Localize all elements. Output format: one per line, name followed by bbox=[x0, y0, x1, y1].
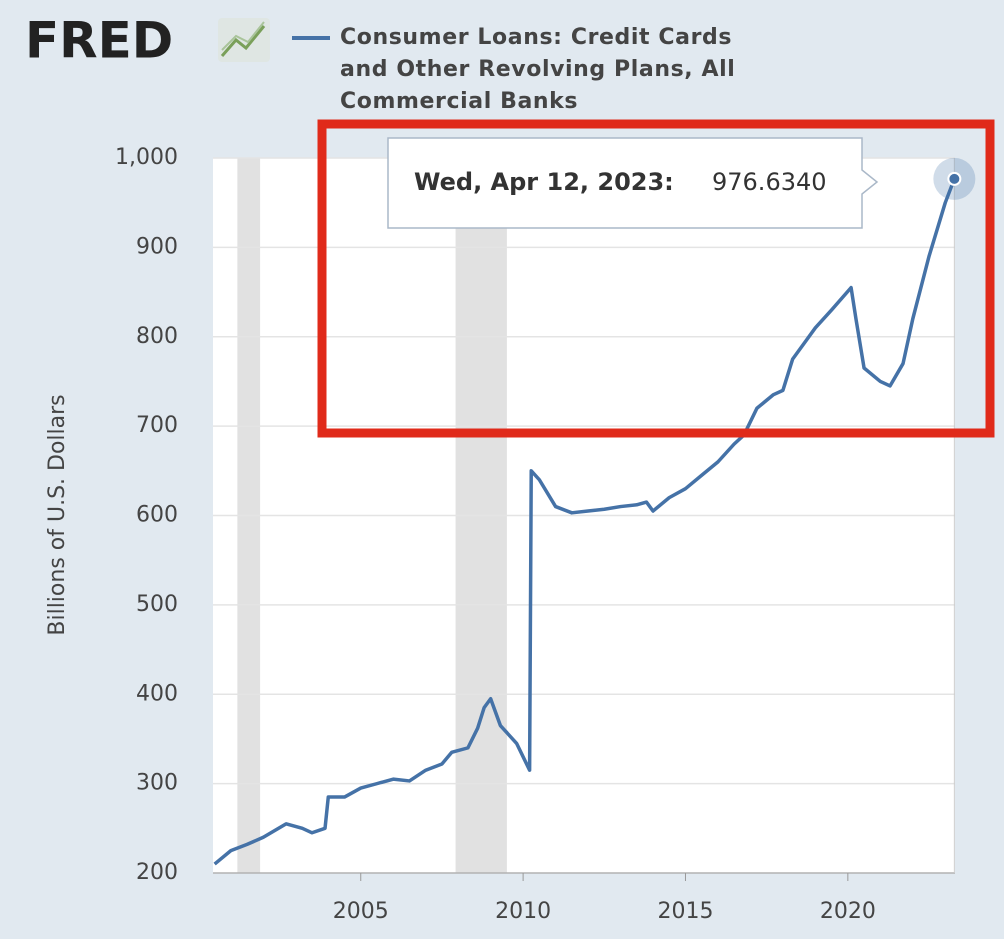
y-tick-label: 800 bbox=[136, 324, 178, 349]
y-tick-label: 1,000 bbox=[115, 145, 178, 170]
y-axis-label: Billions of U.S. Dollars bbox=[45, 394, 70, 635]
tooltip: Wed, Apr 12, 2023: 976.6340 bbox=[387, 137, 879, 229]
legend-label: Consumer Loans: Credit Cards and Other R… bbox=[340, 25, 736, 114]
logo-icon bbox=[218, 18, 270, 62]
y-tick-label: 700 bbox=[136, 413, 178, 438]
tooltip-date: Wed, Apr 12, 2023: bbox=[414, 168, 674, 196]
y-tick-label: 600 bbox=[136, 503, 178, 528]
y-tick-label: 900 bbox=[136, 234, 178, 259]
hover-point bbox=[947, 171, 962, 186]
y-tick-label: 200 bbox=[136, 860, 178, 885]
y-tick-label: 500 bbox=[136, 592, 178, 617]
x-tick-label: 2020 bbox=[820, 899, 876, 924]
y-tick-label: 300 bbox=[136, 771, 178, 796]
x-tick-label: 2010 bbox=[495, 899, 551, 924]
x-tick-label: 2005 bbox=[333, 899, 389, 924]
line-series bbox=[213, 178, 956, 866]
x-tick-label: 2015 bbox=[657, 899, 713, 924]
y-tick-label: 400 bbox=[136, 681, 178, 706]
tooltip-value: 976.6340 bbox=[712, 168, 827, 196]
highlight-box bbox=[317, 119, 995, 438]
logo: FRED bbox=[25, 12, 173, 70]
